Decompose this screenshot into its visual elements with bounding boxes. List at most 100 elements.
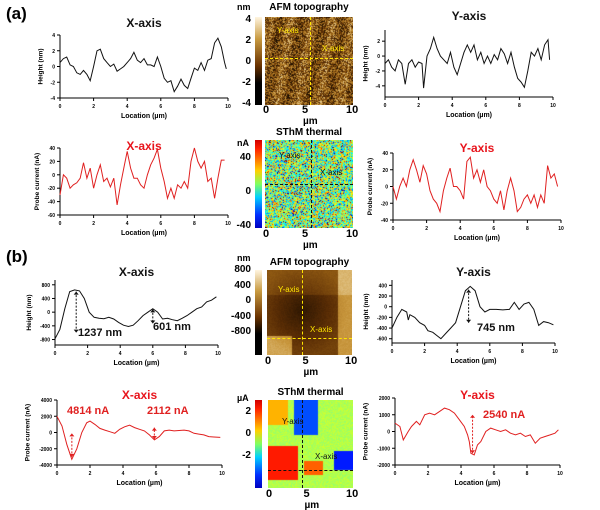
y-axis-scan-line [302,270,303,355]
image-x-tick-label: 0 [266,488,273,500]
y-axis-label: Height (nm) [363,293,370,329]
image-x-tick-label: 5 [302,355,309,367]
colorbar-tick-label: 4 [245,14,251,25]
x-tick-label: 10 [219,471,225,477]
image-x-tick-label: 10 [346,228,359,240]
y-axis-scan-label: Y-axis [282,417,304,426]
arrowhead-icon [151,427,157,439]
y-tick-label: -20 [48,186,55,192]
x-tick-label: 0 [56,471,59,477]
x-tick-label: 8 [184,351,187,357]
x-tick-label: 4 [459,226,462,232]
panel-label-a: (a) [6,4,27,23]
x-axis-label: Location (µm) [454,235,500,242]
x-tick-label: 6 [159,104,162,110]
x-tick-label: 6 [484,103,487,109]
chart-title: Y-axis [456,265,491,279]
image-x-tick-label: 0 [263,104,270,116]
colorbar-tick-label: 0 [245,186,251,197]
chart-title: Y-axis [452,9,487,23]
x-tick-label: 4 [122,471,125,477]
y-axis-label: Probe current (nA) [34,153,41,210]
colorbar-unit: nm [237,253,251,263]
annotation-label: 2112 nA [147,405,189,417]
chart-b3: 0 2 4 6 8 10 400 200 0 -200 -400 -600 Y-axis Location… [363,265,558,365]
x-tick-label: 2 [89,471,92,477]
colorbar-tick-label: 2 [245,35,251,46]
y-tick-label: -400 [377,326,387,332]
colorbar [255,270,262,355]
colorbar-unit: µA [237,393,249,403]
y-tick-label: -4 [51,96,56,102]
y-tick-label: 400 [42,296,51,302]
x-tick-label: 4 [451,103,454,109]
colorbar-tick-label: -400 [231,310,252,322]
chart-title: X-axis [126,139,162,153]
y-tick-label: -600 [377,337,387,343]
annotation-label: 745 nm [477,322,515,334]
image-title: SThM thermal [277,387,344,398]
chart-b4: 0 2 4 6 8 10 2000 1000 0 -1000 -2000 Y-axis Location… [363,388,563,487]
y-tick-label: 0 [52,173,55,179]
x-tick-label: 4 [460,471,463,477]
arrowhead-icon [150,309,156,324]
y-axis-label: Probe current (nA) [25,404,32,461]
colorbar-tick-label: 0 [245,295,251,306]
x-tick-label: 6 [155,471,158,477]
colorbar [255,140,262,228]
y-tick-label: -60 [48,213,55,219]
y-tick-label: -1000 [377,446,390,452]
chart-title: Y-axis [460,388,495,402]
x-tick-label: 4 [119,351,122,357]
image-x-tick-label: 0 [265,355,272,367]
x-tick-label: 8 [521,349,524,355]
x-axis-scan-line [267,338,352,339]
chart-a4: 0 2 4 6 8 10 40 20 0 -20 -40 Y-axis Location (µm) Pro… [367,141,564,242]
image-x-tick-label: 10 [346,104,359,116]
y-axis-label: Probe current (nA) [367,158,374,215]
series-line [392,156,559,214]
x-tick-label: 4 [126,221,129,227]
x-tick-label: 6 [151,351,154,357]
y-tick-label: -2000 [377,463,390,469]
colorbar-tick-label: 2 [245,406,251,417]
image-x-unit: µm [303,240,318,251]
y-tick-label: 2 [377,39,380,45]
image-x-tick-label: 0 [263,228,270,240]
image-x-tick-label: 10 [345,355,358,367]
x-tick-label: 4 [126,104,129,110]
x-axis-scan-line [265,58,353,59]
x-tick-label: 2 [417,103,420,109]
x-tick-label: 2 [423,349,426,355]
x-tick-label: 0 [59,221,62,227]
x-tick-label: 0 [54,351,57,357]
chart-title: X-axis [119,265,155,279]
x-tick-label: 0 [394,471,397,477]
image-x-tick-label: 5 [303,488,310,500]
x-tick-label: 10 [225,104,231,110]
y-tick-label: -200 [377,315,387,321]
y-tick-label: -40 [381,218,388,224]
y-tick-label: 20 [49,159,55,165]
annotation-label: 601 nm [153,321,191,333]
y-tick-label: -800 [40,338,50,344]
y-axis-scan-label: Y-axis [279,151,301,160]
annotation-label: 1237 nm [78,327,122,339]
chart-title: X-axis [122,388,158,402]
series-line [384,35,551,89]
y-axis-label: Height (nm) [37,48,44,84]
y-axis-label: Height (nm) [362,45,369,81]
series-line [56,416,221,461]
y-tick-label: -4 [376,84,381,90]
colorbar-tick-label: 800 [234,264,251,275]
y-tick-label: 40 [49,146,55,152]
image-x-tick-label: 5 [302,228,309,240]
x-axis-label: Location (µm) [454,480,500,487]
y-tick-label: -400 [40,324,50,330]
y-tick-label: 0 [49,431,52,437]
y-tick-label: 40 [382,151,388,157]
y-tick-label: 4 [52,33,55,39]
y-tick-label: -40 [48,200,55,206]
